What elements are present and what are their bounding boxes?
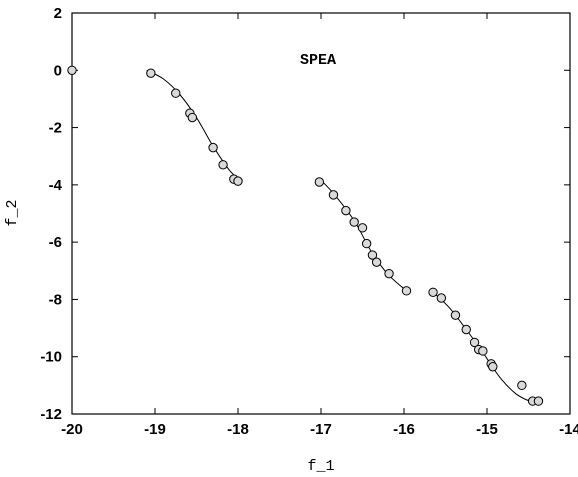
axis-ticks: -20 -19 -18 -17 -16 -15 -14 2 0 -2 -4 -6 -8 -10 -12: [40, 5, 578, 438]
x-tick-label: -15: [476, 421, 498, 438]
data-point: [67, 65, 77, 75]
x-tick-label: -20: [61, 421, 83, 438]
data-point: [341, 205, 351, 216]
y-tick-label: -4: [49, 177, 63, 194]
x-tick-label: -19: [144, 421, 166, 438]
fit-curves: [146, 69, 533, 403]
fit-curve: [146, 69, 243, 183]
data-point: [367, 250, 378, 260]
data-point: [349, 217, 359, 227]
chart-title: SPEA: [300, 52, 336, 69]
y-tick-label: -8: [49, 291, 62, 308]
data-point: [314, 177, 325, 187]
data-point: [488, 362, 498, 372]
data-point: [384, 268, 394, 279]
x-axis-label: f_1: [307, 458, 334, 475]
y-tick-label: 0: [54, 62, 62, 79]
data-point: [361, 238, 372, 249]
data-point: [469, 337, 480, 348]
x-tick-label: -16: [393, 421, 415, 438]
x-tick-label: -18: [227, 421, 249, 438]
data-point: [218, 160, 228, 170]
data-point: [371, 257, 382, 267]
data-point: [208, 142, 218, 153]
data-point: [517, 380, 527, 391]
data-point: [450, 310, 461, 320]
y-tick-label: -6: [49, 234, 62, 251]
data-point: [357, 223, 368, 233]
x-tick-label: -17: [310, 421, 332, 438]
data-point: [171, 88, 181, 98]
data-point: [436, 293, 447, 303]
y-tick-label: -12: [40, 406, 62, 423]
data-point: [478, 346, 488, 356]
y-tick-label: -10: [40, 349, 62, 366]
data-point: [428, 287, 438, 297]
data-point: [461, 324, 471, 335]
data-point: [533, 396, 544, 406]
x-tick-label: -14: [559, 421, 578, 438]
data-points: [67, 65, 544, 406]
data-point: [328, 190, 339, 200]
y-tick-label: 2: [54, 5, 62, 22]
data-point: [146, 68, 156, 78]
y-axis-label: f_2: [4, 199, 21, 226]
y-tick-label: -2: [49, 120, 62, 137]
data-point: [187, 112, 198, 123]
data-point: [401, 286, 412, 296]
data-point: [233, 176, 243, 186]
